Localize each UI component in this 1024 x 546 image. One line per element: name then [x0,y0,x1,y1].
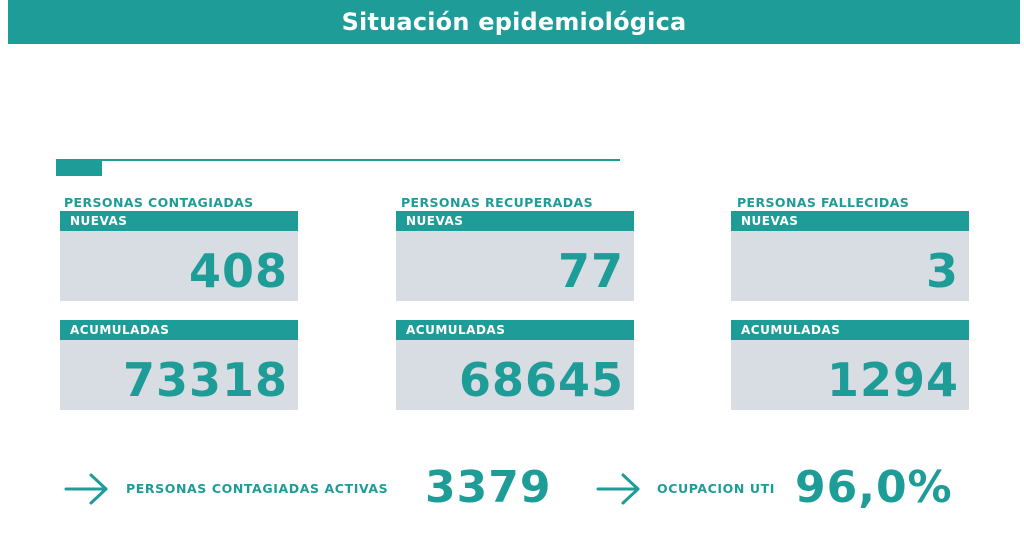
group-label-fallecidas: PERSONAS FALLECIDAS [737,195,910,210]
card-header: NUEVAS [396,211,634,231]
card-value: 77 [557,244,624,298]
card-contagiadas-nuevas: NUEVAS 408 [60,211,298,301]
card-value: 68645 [458,353,624,407]
card-value: 73318 [122,353,288,407]
group-label-contagiadas: PERSONAS CONTAGIADAS [64,195,254,210]
card-value: 1294 [826,353,959,407]
group-label-recuperadas: PERSONAS RECUPERADAS [401,195,593,210]
arrow-right-icon [596,473,640,505]
card-header: ACUMULADAS [60,320,298,340]
card-value: 408 [188,244,288,298]
card-recuperadas-acumuladas: ACUMULADAS 68645 [396,320,634,410]
card-header: NUEVAS [60,211,298,231]
uti-label: OCUPACION UTI [657,481,776,496]
page-title: Situación epidemiológica [8,0,1020,44]
divider-line [56,159,620,161]
card-recuperadas-nuevas: NUEVAS 77 [396,211,634,301]
card-value: 3 [925,244,959,298]
uti-value: 96,0% [795,462,953,513]
card-fallecidas-nuevas: NUEVAS 3 [731,211,969,301]
card-contagiadas-acumuladas: ACUMULADAS 73318 [60,320,298,410]
arrow-right-icon [64,473,108,505]
active-cases-value: 3379 [425,462,552,513]
accent-block [56,159,102,176]
card-header: NUEVAS [731,211,969,231]
card-header: ACUMULADAS [731,320,969,340]
active-cases-label: PERSONAS CONTAGIADAS ACTIVAS [126,481,389,496]
card-fallecidas-acumuladas: ACUMULADAS 1294 [731,320,969,410]
card-header: ACUMULADAS [396,320,634,340]
